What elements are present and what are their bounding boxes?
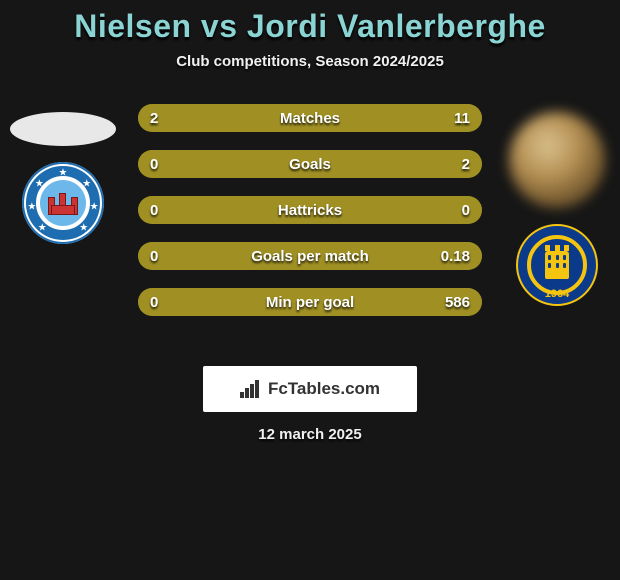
stat-row: 0586Min per goal	[138, 288, 482, 316]
brand-tag[interactable]: FcTables.com	[203, 366, 417, 412]
stat-row: 02Goals	[138, 150, 482, 178]
stat-row: 211Matches	[138, 104, 482, 132]
date-label: 12 march 2025	[0, 426, 620, 443]
stat-label: Matches	[138, 104, 482, 132]
stat-row: 00.18Goals per match	[138, 242, 482, 270]
comparison-card: Nielsen vs Jordi Vanlerberghe Club compe…	[0, 0, 620, 580]
brand-text: FcTables.com	[268, 379, 380, 399]
subtitle: Club competitions, Season 2024/2025	[0, 53, 620, 70]
bar-chart-icon	[240, 380, 262, 398]
stat-label: Goals per match	[138, 242, 482, 270]
stat-row: 00Hattricks	[138, 196, 482, 224]
stats-area: 211Matches 02Goals 00Hattricks 00.18Goals p…	[0, 104, 620, 344]
stat-label: Min per goal	[138, 288, 482, 316]
stat-label: Hattricks	[138, 196, 482, 224]
stat-label: Goals	[138, 150, 482, 178]
page-title: Nielsen vs Jordi Vanlerberghe	[0, 0, 620, 45]
